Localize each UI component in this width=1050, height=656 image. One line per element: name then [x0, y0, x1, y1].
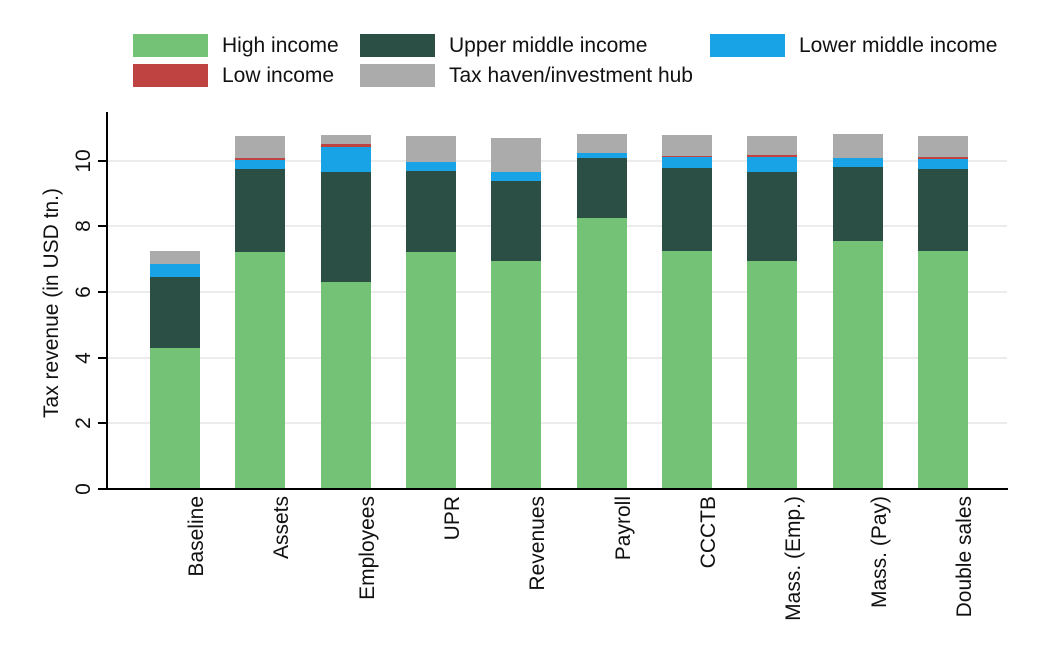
x-label-payroll: Payroll [612, 496, 635, 561]
bar-payroll-high-income [577, 217, 627, 489]
bar-baseline-high-income [150, 348, 200, 489]
bar-payroll-tax-haven-investment-hub [577, 134, 627, 154]
bar-assets-high-income [235, 252, 285, 489]
y-tick-8 [98, 225, 106, 228]
bar-payroll-lower-middle-income [577, 153, 627, 158]
x-label-mass-pay: Mass. (Pay) [868, 496, 891, 609]
legend-swatch-tax-haven-investment-hub [360, 64, 435, 87]
bar-double-sales-high-income [918, 250, 968, 489]
x-label-double-sales: Double sales [953, 496, 976, 618]
bar-ccctb-tax-haven-investment-hub [662, 134, 712, 156]
bar-double-sales-lower-middle-income [918, 158, 968, 170]
x-label-baseline: Baseline [185, 496, 208, 577]
legend-swatch-high-income [133, 34, 208, 57]
bar-assets-lower-middle-income [235, 159, 285, 170]
bar-revenues-high-income [491, 261, 541, 489]
bar-baseline-upper-middle-income [150, 276, 200, 349]
bar-mass-emp-upper-middle-income [747, 171, 797, 261]
bar-employees-low-income [321, 144, 371, 148]
y-tick-2 [98, 422, 106, 425]
legend-swatch-lower-middle-income [710, 34, 785, 57]
y-axis-title: Tax revenue (in USD tn.) [40, 188, 63, 418]
y-tick-label-2: 2 [72, 417, 95, 430]
y-tick-label-4: 4 [72, 351, 95, 364]
bar-revenues-upper-middle-income [491, 180, 541, 261]
bar-ccctb-high-income [662, 250, 712, 489]
bar-ccctb-upper-middle-income [662, 168, 712, 251]
bar-upr-upper-middle-income [406, 171, 456, 252]
bar-ccctb-lower-middle-income [662, 157, 712, 169]
bar-employees-upper-middle-income [321, 172, 371, 282]
x-label-revenues: Revenues [526, 496, 549, 591]
y-tick-label-8: 8 [72, 220, 95, 233]
x-label-assets: Assets [270, 496, 293, 560]
x-label-employees: Employees [356, 496, 379, 600]
gridline-y10 [108, 159, 1007, 162]
legend-label-high-income: High income [222, 34, 339, 57]
legend-label-tax-haven-investment-hub: Tax haven/investment hub [449, 64, 693, 87]
bar-mass-pay-upper-middle-income [833, 167, 883, 241]
legend-label-upper-middle-income: Upper middle income [449, 34, 648, 57]
y-tick-6 [98, 290, 106, 293]
bar-mass-pay-high-income [833, 240, 883, 489]
bar-mass-emp-low-income [747, 154, 797, 157]
bar-assets-low-income [235, 157, 285, 160]
bar-revenues-tax-haven-investment-hub [491, 137, 541, 173]
x-label-ccctb: CCCTB [697, 496, 720, 569]
bar-upr-lower-middle-income [406, 161, 456, 171]
legend-swatch-low-income [133, 64, 208, 87]
bar-mass-emp-lower-middle-income [747, 156, 797, 172]
gridline-y2 [108, 422, 1007, 425]
bar-baseline-tax-haven-investment-hub [150, 250, 200, 265]
bar-assets-upper-middle-income [235, 169, 285, 253]
bar-upr-high-income [406, 251, 456, 489]
y-axis-line [106, 112, 108, 490]
bar-employees-high-income [321, 281, 371, 489]
gridline-y6 [108, 290, 1007, 293]
bar-mass-emp-tax-haven-investment-hub [747, 135, 797, 155]
bar-employees-tax-haven-investment-hub [321, 134, 371, 145]
bar-assets-tax-haven-investment-hub [235, 135, 285, 158]
bar-double-sales-tax-haven-investment-hub [918, 135, 968, 157]
bar-ccctb-low-income [662, 155, 712, 158]
gridline-y4 [108, 356, 1007, 359]
y-tick-4 [98, 356, 106, 359]
bar-revenues-lower-middle-income [491, 172, 541, 181]
bar-double-sales-low-income [918, 156, 968, 159]
x-label-mass-emp: Mass. (Emp.) [782, 496, 805, 621]
legend-swatch-upper-middle-income [360, 34, 435, 57]
bar-payroll-upper-middle-income [577, 157, 627, 218]
bar-baseline-lower-middle-income [150, 264, 200, 277]
bar-double-sales-upper-middle-income [918, 169, 968, 251]
gridline-y8 [108, 225, 1007, 228]
y-tick-label-10: 10 [72, 148, 95, 173]
bar-mass-pay-tax-haven-investment-hub [833, 134, 883, 158]
y-tick-label-0: 0 [72, 483, 95, 495]
y-tick-label-6: 6 [72, 286, 95, 298]
legend-label-low-income: Low income [222, 64, 335, 87]
y-tick-10 [98, 159, 106, 162]
legend-label-lower-middle-income: Lower middle income [799, 34, 998, 57]
y-tick-0 [98, 488, 106, 490]
bar-employees-lower-middle-income [321, 147, 371, 173]
bar-mass-emp-high-income [747, 261, 797, 489]
x-label-upr: UPR [441, 496, 464, 541]
x-axis-line [106, 488, 1008, 490]
bar-upr-tax-haven-investment-hub [406, 135, 456, 162]
bar-mass-pay-lower-middle-income [833, 157, 883, 168]
